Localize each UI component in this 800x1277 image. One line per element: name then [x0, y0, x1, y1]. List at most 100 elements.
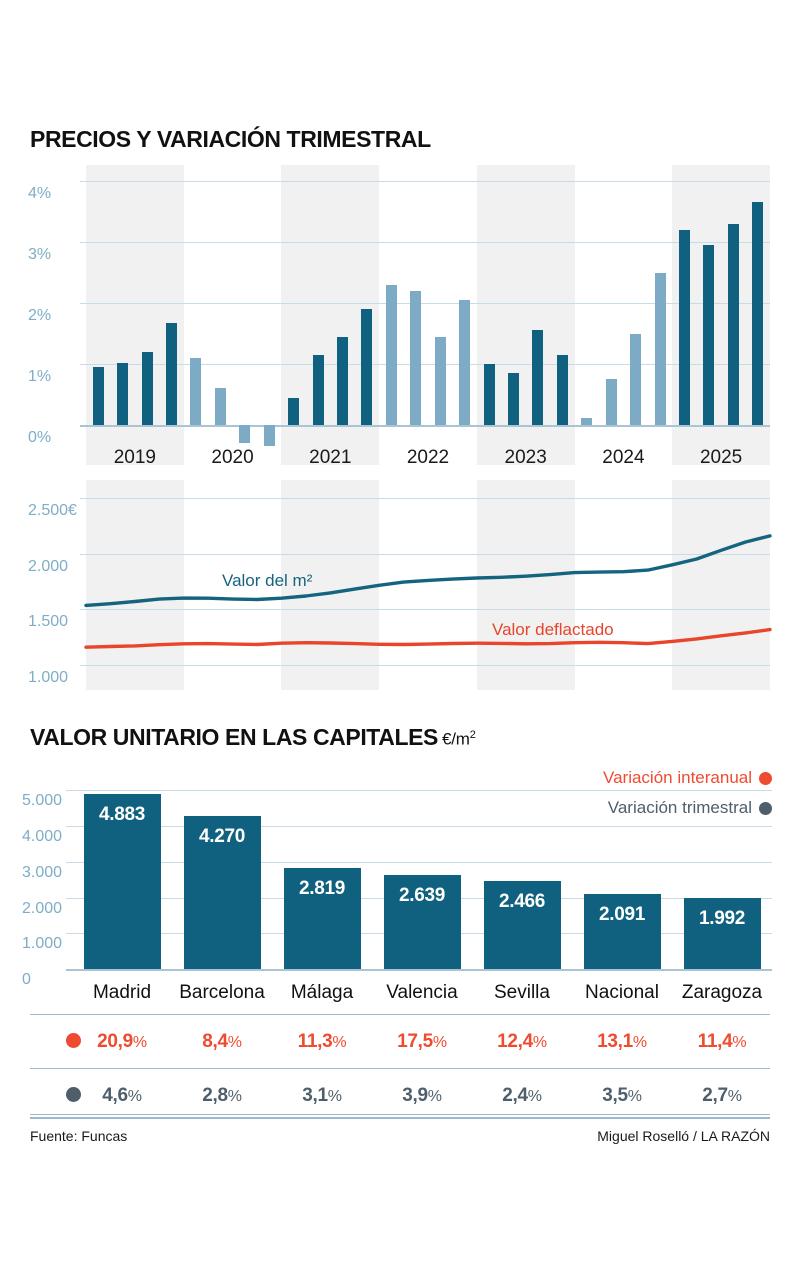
legend-interanual-label[interactable]: Variación interanual — [603, 768, 752, 787]
year-label[interactable]: 2023 — [504, 447, 547, 468]
table-divider[interactable] — [30, 1068, 770, 1069]
variation-bar[interactable] — [214, 388, 226, 425]
series-label-valor-deflactado[interactable]: Valor deflactado — [492, 620, 614, 639]
gridline[interactable] — [80, 303, 770, 304]
year-band[interactable] — [476, 480, 575, 690]
gridline[interactable] — [66, 861, 772, 863]
y-axis-label[interactable]: 4% — [28, 185, 52, 202]
y-axis-label[interactable]: 1.000 — [22, 935, 63, 953]
variation-bar[interactable] — [337, 336, 348, 425]
variation-bar[interactable] — [508, 373, 519, 425]
capital-bar-value[interactable]: 4.270 — [198, 826, 246, 848]
table-cell[interactable]: 2,7% — [672, 1085, 772, 1107]
gridline[interactable] — [80, 242, 770, 243]
y-axis-label[interactable]: 2.500€ — [28, 502, 77, 519]
legend-interanual-dot-icon[interactable] — [759, 771, 772, 785]
variation-bar[interactable] — [459, 299, 471, 425]
table-cell[interactable]: 2,4% — [472, 1085, 572, 1107]
year-band[interactable] — [281, 480, 380, 690]
gridline[interactable] — [80, 364, 770, 365]
capital-label[interactable]: Málaga — [290, 982, 354, 1003]
variation-bar[interactable] — [703, 245, 715, 425]
gridline[interactable] — [66, 790, 772, 792]
legend-trimestral-dot-icon[interactable] — [759, 801, 772, 815]
y-axis-label[interactable]: 5.000 — [22, 792, 63, 810]
variation-bar[interactable] — [630, 333, 642, 425]
y-axis-label[interactable]: 1.500 — [28, 613, 69, 631]
row-marker-trimestral-icon[interactable] — [66, 1087, 81, 1102]
variation-bar[interactable] — [92, 367, 104, 425]
table-cell[interactable]: 3,9% — [372, 1085, 472, 1107]
y-axis-label[interactable]: 1% — [28, 368, 52, 385]
variation-bar[interactable] — [434, 336, 446, 425]
capital-label[interactable]: Valencia — [386, 982, 458, 1003]
variation-bar[interactable] — [556, 354, 568, 425]
capital-bar[interactable] — [583, 894, 661, 969]
variation-bar[interactable] — [141, 351, 153, 425]
capital-bar[interactable] — [383, 874, 461, 969]
variation-bar[interactable] — [581, 417, 593, 425]
legend-trimestral[interactable]: Variación trimestral — [608, 798, 772, 818]
y-axis-label[interactable]: 2% — [28, 307, 52, 324]
variation-bar[interactable] — [752, 202, 764, 425]
year-label[interactable]: 2020 — [211, 447, 254, 468]
table-cell[interactable]: 20,9% — [72, 1031, 172, 1053]
variation-bar[interactable] — [385, 284, 397, 425]
capital-bar[interactable] — [683, 897, 761, 969]
variation-bar[interactable] — [679, 229, 690, 425]
table-cell[interactable]: 13,1% — [572, 1031, 672, 1053]
gridline[interactable] — [80, 609, 770, 611]
gridline[interactable] — [80, 665, 770, 666]
capital-bar-value[interactable]: 2.466 — [498, 890, 546, 912]
y-axis-label[interactable]: 3% — [28, 246, 52, 263]
year-label[interactable]: 2025 — [699, 447, 743, 468]
variation-bar[interactable] — [190, 357, 202, 425]
y-axis-label[interactable]: 3.000 — [22, 863, 63, 881]
capital-bar-value[interactable]: 1.992 — [698, 907, 746, 929]
year-label[interactable]: 2024 — [602, 447, 645, 468]
gridline[interactable] — [80, 553, 770, 555]
table-cell[interactable]: 17,5% — [372, 1031, 472, 1053]
variation-bar[interactable] — [312, 354, 324, 425]
variation-bar[interactable] — [605, 379, 617, 425]
year-label[interactable]: 2021 — [309, 447, 352, 468]
table-cell[interactable]: 11,3% — [272, 1031, 372, 1053]
year-band[interactable] — [86, 480, 184, 690]
table-cell[interactable]: 3,5% — [572, 1085, 672, 1107]
table-cell[interactable]: 11,4% — [672, 1031, 772, 1053]
capital-label[interactable]: Sevilla — [494, 982, 550, 1003]
gridline[interactable] — [66, 826, 772, 828]
capital-label[interactable]: Barcelona — [179, 982, 265, 1003]
variation-bar[interactable] — [654, 272, 666, 425]
capital-bar-value[interactable]: 2.091 — [598, 904, 646, 926]
gridline[interactable] — [80, 181, 770, 182]
y-axis-label[interactable]: 0 — [22, 971, 31, 988]
variation-bar[interactable] — [166, 322, 177, 425]
capital-bar-value[interactable]: 2.819 — [298, 878, 346, 900]
table-cell[interactable]: 12,4% — [472, 1031, 572, 1053]
zero-axis-line[interactable] — [80, 425, 770, 427]
variation-bar[interactable] — [263, 425, 275, 447]
legend-interanual[interactable]: Variación interanual — [603, 768, 772, 788]
year-label[interactable]: 2019 — [113, 447, 156, 468]
table-divider[interactable] — [30, 1014, 770, 1015]
series-label-valor-m2[interactable]: Valor del m² — [222, 571, 313, 590]
table-cell[interactable]: 2,8% — [172, 1085, 272, 1107]
capital-bar[interactable] — [283, 868, 361, 969]
year-band[interactable] — [672, 480, 770, 690]
variation-bar[interactable] — [532, 330, 544, 425]
legend-trimestral-label[interactable]: Variación trimestral — [607, 798, 752, 817]
y-axis-label[interactable]: 2.000 — [28, 557, 69, 575]
table-cell[interactable]: 4,6% — [72, 1085, 172, 1107]
y-axis-label[interactable]: 1.000 — [28, 669, 69, 686]
capital-label[interactable]: Zaragoza — [681, 982, 763, 1003]
year-label[interactable]: 2022 — [406, 447, 450, 468]
variation-bar[interactable] — [727, 223, 739, 425]
baseline-axis[interactable] — [66, 969, 772, 971]
gridline[interactable] — [80, 498, 770, 499]
capital-bar[interactable] — [83, 794, 161, 969]
table-divider[interactable] — [30, 1114, 770, 1115]
variation-bar[interactable] — [239, 425, 251, 444]
capital-bar[interactable] — [183, 816, 261, 969]
y-axis-label[interactable]: 0% — [28, 429, 52, 446]
